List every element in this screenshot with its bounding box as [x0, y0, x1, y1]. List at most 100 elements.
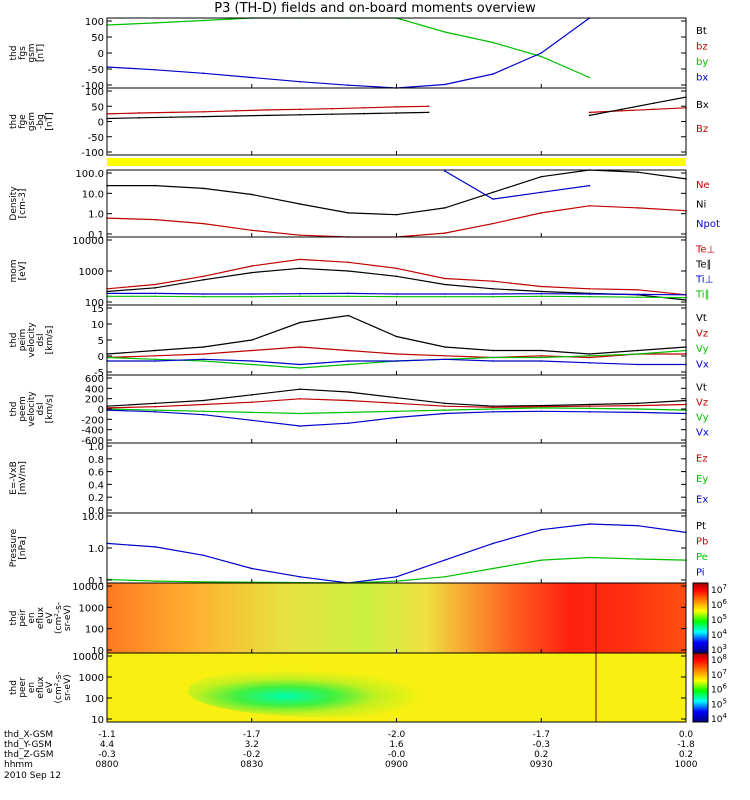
point-7-0-10 — [588, 523, 591, 525]
ytick-label: -50 — [88, 133, 104, 144]
ytick-label: 1.0 — [88, 544, 104, 555]
point-1-0-9 — [395, 106, 398, 108]
point-5-0-8 — [492, 405, 494, 407]
colorbar_2-tick: 107 — [711, 668, 727, 681]
ytick-label: 10000 — [72, 582, 104, 593]
point-1-1-9 — [395, 112, 398, 114]
point-0-1-7 — [443, 83, 446, 86]
legend-Te⊥: Te⊥ — [695, 245, 715, 256]
point-7-1-1 — [154, 580, 157, 582]
point-7-1-8 — [492, 567, 494, 570]
ylabel-line: [cm-3] — [18, 189, 28, 219]
point-3-0-4 — [299, 258, 301, 261]
panel-frame — [106, 512, 687, 584]
ylabel-line: peem — [18, 396, 28, 422]
point-3-0-11 — [636, 288, 639, 291]
point-0-1-2 — [202, 72, 205, 75]
ylabel-line: eV — [45, 681, 55, 694]
ytick-label: 0 — [98, 118, 104, 129]
point-1-0-1 — [138, 112, 140, 114]
ylabel-line: Density — [9, 186, 19, 221]
point-5-0-7 — [443, 402, 446, 405]
ytick-label: 0 — [98, 405, 104, 416]
point-5-1-1 — [154, 405, 157, 408]
point-7-0-8 — [492, 542, 494, 545]
spectrogram-ion — [107, 583, 686, 653]
ylabel-line: fgs — [18, 46, 28, 60]
point-3-0-8 — [492, 280, 494, 283]
point-1-1-17 — [653, 102, 655, 105]
point-5-3-7 — [443, 412, 446, 415]
point-3-1-7 — [443, 283, 446, 286]
point-5-0-10 — [588, 403, 591, 406]
ytick-label: 10 — [91, 320, 104, 331]
ytick-label: 1.0 — [88, 442, 104, 453]
ylabel-line: gsm — [27, 112, 37, 131]
legend-Vx: Vx — [696, 359, 709, 370]
point-4-0-2 — [202, 346, 205, 348]
point-5-2-8 — [492, 408, 494, 410]
ytick-label: 0.8 — [88, 455, 104, 466]
point-3-1-1 — [154, 287, 157, 289]
legend-Ey: Ey — [696, 474, 708, 485]
ytick-label: 200 — [85, 395, 104, 406]
point-1-1-7 — [331, 113, 333, 115]
point-7-0-3 — [250, 567, 253, 570]
point-0-0-7 — [443, 31, 446, 33]
ylabel-line: -bg — [36, 114, 46, 129]
xaxis-row-label: thd_X-GSM — [4, 730, 53, 740]
point-4-3-9 — [540, 360, 543, 362]
xaxis-value: -1.7 — [243, 730, 261, 740]
legend-Bt: Bt — [696, 26, 707, 37]
ylabel-line: velocity — [27, 391, 37, 427]
point-4-0-10 — [588, 353, 591, 355]
legend-Ti∥: Ti∥ — [695, 290, 710, 301]
colorbar_1-bar — [692, 582, 709, 654]
point-4-2-10 — [588, 354, 591, 357]
point-7-0-6 — [395, 576, 398, 578]
ytick-label: 600 — [85, 374, 104, 385]
point-3-0-9 — [540, 285, 543, 288]
point-4-0-5 — [347, 314, 350, 317]
legend-Bz: Bz — [696, 124, 708, 135]
point-2-1-8 — [492, 222, 494, 225]
point-4-2-11 — [636, 353, 639, 355]
ylabel-line: fge — [18, 114, 28, 129]
panel-10: 10000 1000 100 10 thd peer en eflux eV (cm²-s-sr-… — [9, 652, 687, 726]
point-7-1-10 — [588, 556, 591, 559]
point-1-0-6 — [299, 108, 301, 111]
point-3-2-8 — [492, 293, 494, 295]
point-3-1-8 — [492, 287, 494, 290]
point-5-1-5 — [347, 399, 350, 402]
panel-8: 10.0 1.0 0.1 Pressure [nPa] Pt Pb Pe Pi — [9, 512, 708, 587]
point-3-3-1 — [154, 295, 157, 298]
xaxis-value: -1.7 — [532, 730, 550, 740]
point-3-2-6 — [395, 293, 398, 295]
series-1-1 — [106, 96, 687, 120]
point-5-0-5 — [347, 391, 350, 393]
point-5-0-9 — [540, 404, 543, 407]
ytick-label: 100 — [85, 625, 104, 636]
point-5-2-7 — [443, 409, 446, 411]
ytick-label: -5 — [94, 368, 104, 379]
panel-1: 100 50 0 -50 -100 thd fgs gsm [nT] Bt bz by bx — [9, 17, 708, 92]
point-3-0-1 — [154, 283, 157, 286]
ylabel-line: [nT] — [45, 112, 55, 130]
point-0-0-9 — [540, 55, 543, 58]
point-7-0-11 — [636, 524, 639, 527]
point-2-0-2 — [202, 187, 205, 190]
panel-frame — [106, 304, 687, 376]
colorbar_2-bar — [692, 652, 709, 723]
point-4-1-6 — [395, 353, 398, 355]
point-4-3-2 — [202, 358, 205, 361]
point-5-1-3 — [250, 401, 253, 404]
panel-3: 100.0 10.0 1.0 0.1 Density [cm-3] Ne Ni Npot — [9, 169, 720, 241]
point-3-3-3 — [250, 295, 253, 298]
ytick-label: 0 — [98, 352, 104, 363]
xaxis-value: -2.0 — [388, 730, 406, 740]
point-4-2-1 — [154, 358, 157, 361]
point-2-1-11 — [636, 207, 639, 209]
ytick-label: 0.1 — [88, 230, 104, 241]
point-2-0-7 — [443, 207, 446, 209]
point-7-0-9 — [540, 528, 543, 531]
